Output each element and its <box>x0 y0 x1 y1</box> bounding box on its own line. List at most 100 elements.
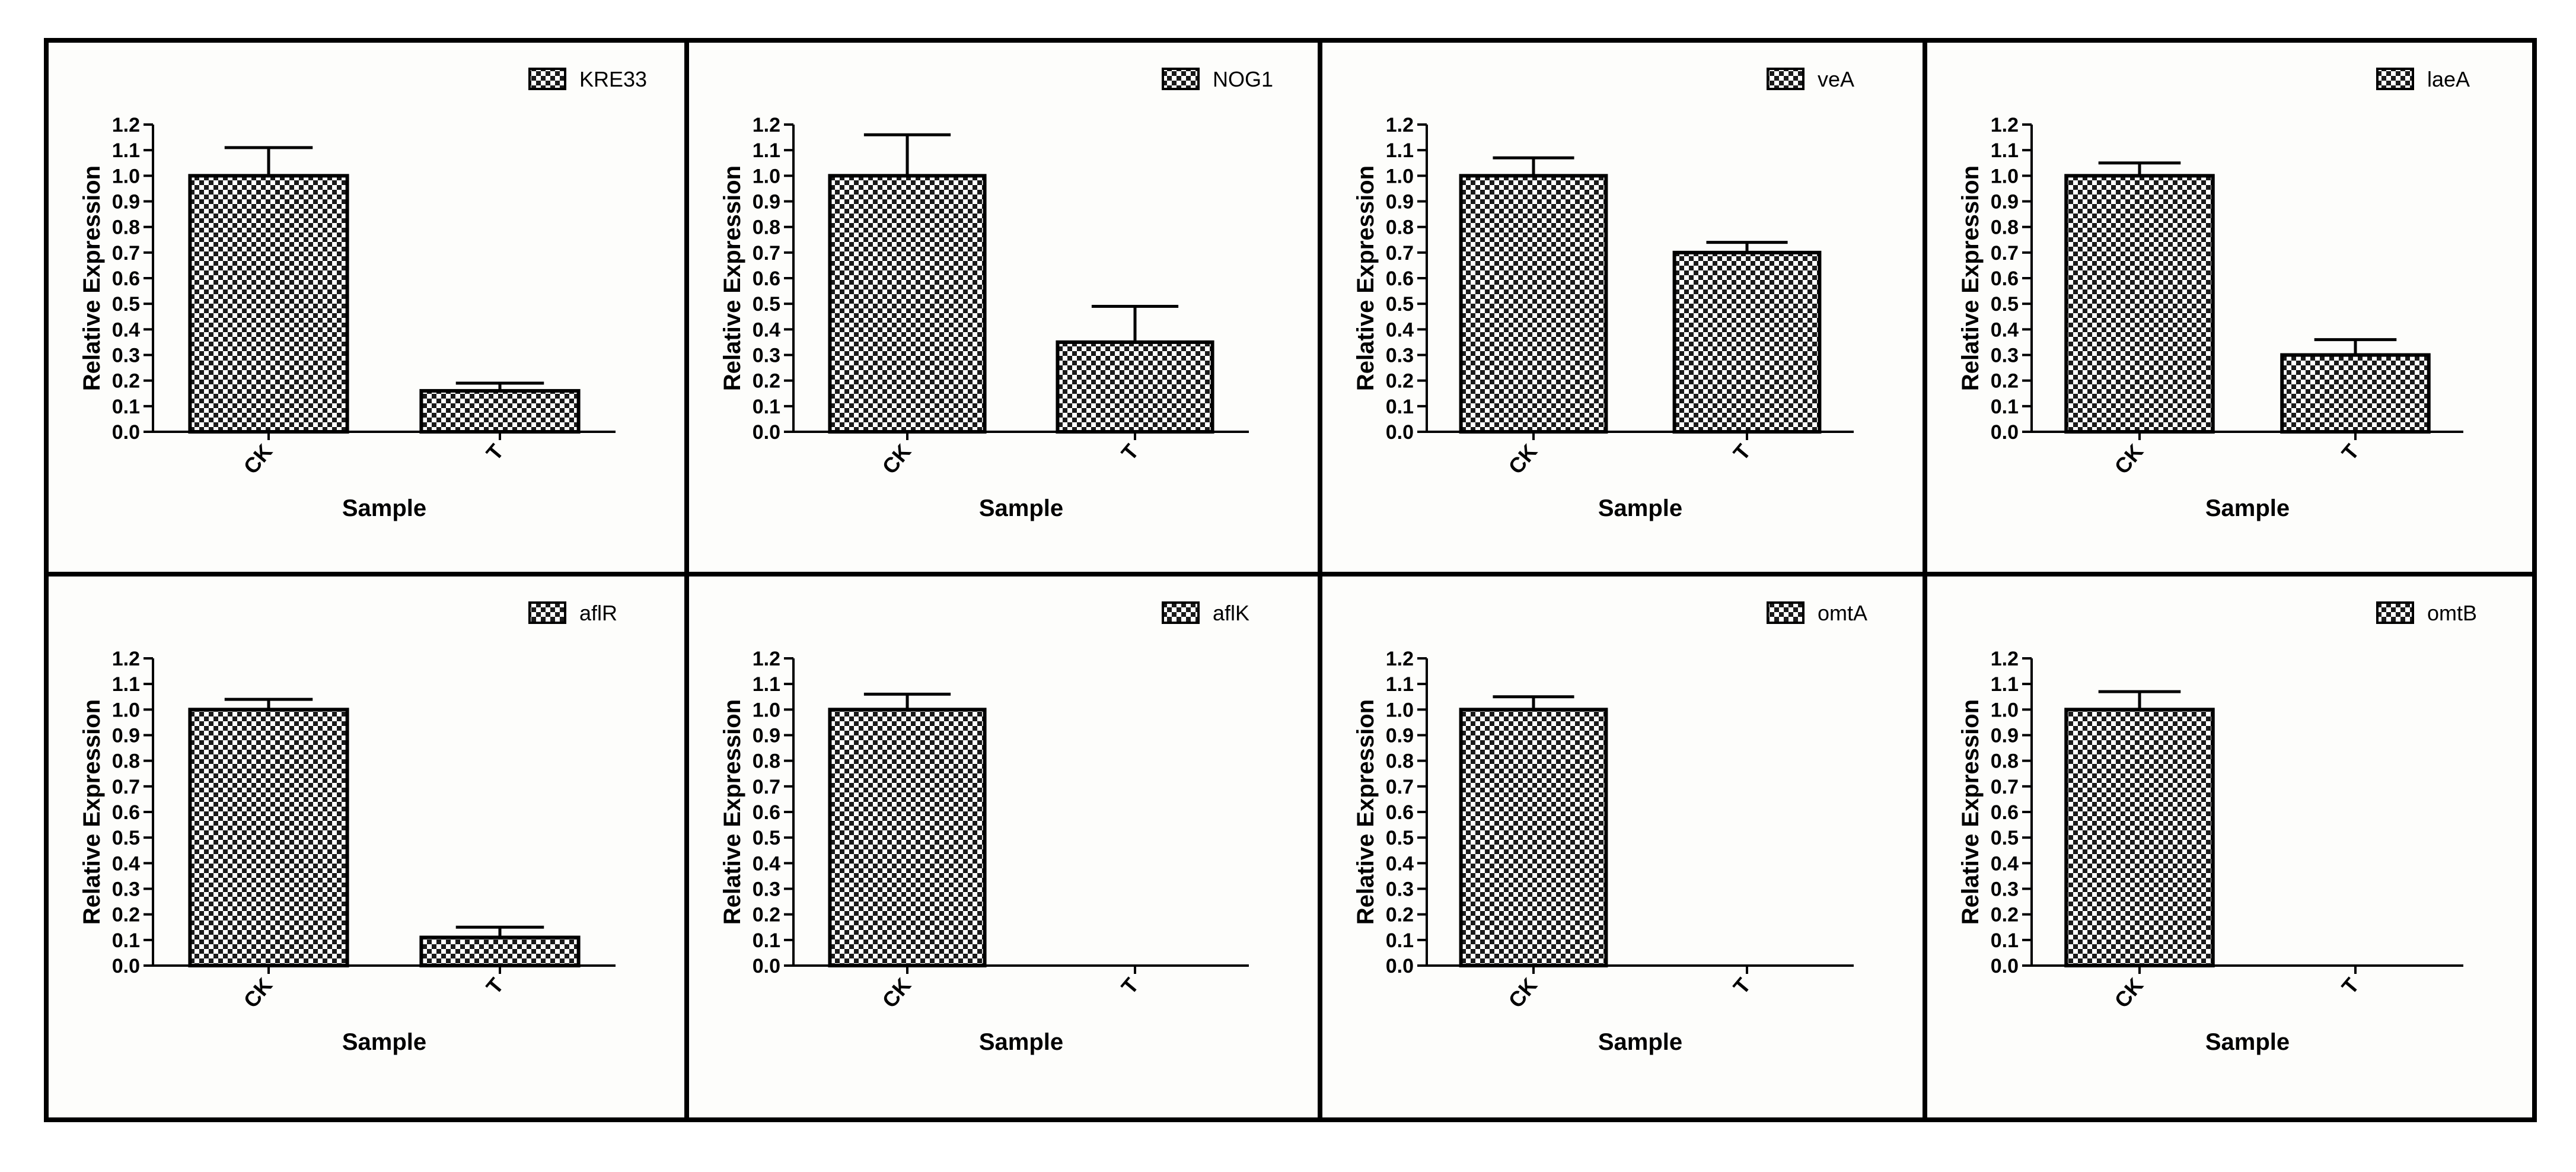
y-tick-label: 1.1 <box>1991 673 2019 696</box>
y-tick-label: 0.5 <box>112 293 140 316</box>
legend-swatch <box>1162 68 1200 90</box>
y-tick-label: 1.0 <box>112 165 140 187</box>
y-tick-label: 0.0 <box>753 955 780 977</box>
y-tick-label: 0.7 <box>112 242 140 265</box>
y-tick-label: 0.6 <box>1991 801 2019 824</box>
y-tick-label: 1.2 <box>112 114 140 136</box>
y-tick-label: 0.8 <box>753 216 780 239</box>
y-axis-title: Relative Expression <box>1353 165 1379 391</box>
y-tick-label: 0.8 <box>1991 750 2019 773</box>
bar-CK <box>828 174 987 434</box>
panel-frame <box>44 38 689 577</box>
y-tick-label: 0.1 <box>112 929 140 952</box>
y-tick-label: 0.2 <box>112 904 140 926</box>
y-axis-title: Relative Expression <box>719 165 745 391</box>
y-tick-label: 0.7 <box>1991 776 2019 798</box>
y-tick-label: 0.2 <box>1991 904 2019 926</box>
y-tick-label: 1.1 <box>112 139 140 162</box>
y-tick-label: 1.1 <box>1386 673 1414 696</box>
chart-panel-aflK: 0.0 0.1 0.2 0.3 0.4 0.5 0.6 0.7 0.8 0.9 1.0 1.1 1.2 R… <box>684 572 1322 1122</box>
legend-swatch <box>2376 68 2414 90</box>
y-tick-label: 0.9 <box>753 725 780 747</box>
panel-frame <box>684 38 1322 577</box>
x-axis-title: Sample <box>2205 1029 2290 1055</box>
y-tick-label: 0.0 <box>1386 955 1414 977</box>
bar-CK <box>188 708 349 968</box>
y-tick-label: 0.7 <box>112 776 140 798</box>
y-tick-label: 0.8 <box>112 750 140 773</box>
y-tick-label: 0.5 <box>1991 827 2019 849</box>
chart-panel-aflR: 0.0 0.1 0.2 0.3 0.4 0.5 0.6 0.7 0.8 0.9 1.0 1.1 1.2 R… <box>44 572 689 1122</box>
legend-swatch <box>2376 601 2414 624</box>
panel-frame <box>1318 38 1927 577</box>
y-tick-label: 0.8 <box>112 216 140 239</box>
y-tick-label: 1.0 <box>1386 165 1414 187</box>
y-tick-label: 0.3 <box>753 345 780 367</box>
bar-T <box>419 935 581 968</box>
y-tick-label: 0.9 <box>1991 191 2019 214</box>
y-tick-label: 0.4 <box>112 852 140 875</box>
y-tick-label: 0.1 <box>1991 396 2019 418</box>
y-tick-label: 0.4 <box>753 852 780 875</box>
chart-panel-omtB: 0.0 0.1 0.2 0.3 0.4 0.5 0.6 0.7 0.8 0.9 1.0 1.1 1.2 R… <box>1923 572 2537 1122</box>
y-tick-label: 0.3 <box>1991 345 2019 367</box>
legend-label: omtA <box>1818 601 1867 625</box>
y-axis-title: Relative Expression <box>1957 165 1984 391</box>
y-tick-label: 1.0 <box>1991 699 2019 721</box>
bar-T <box>1672 250 1822 434</box>
y-tick-label: 0.7 <box>753 242 780 265</box>
y-tick-label: 0.7 <box>1386 776 1414 798</box>
legend-swatch <box>1767 601 1805 624</box>
y-axis-title: Relative Expression <box>79 165 105 391</box>
legend-swatch <box>1162 601 1200 624</box>
bar-T <box>419 388 581 434</box>
x-axis-title: Sample <box>2205 495 2290 521</box>
y-tick-label: 0.2 <box>112 370 140 393</box>
y-tick-label: 0.9 <box>1386 191 1414 214</box>
y-tick-label: 1.0 <box>753 165 780 187</box>
bar-T <box>2280 353 2431 434</box>
y-tick-label: 0.5 <box>1991 293 2019 316</box>
y-tick-label: 0.0 <box>112 955 140 977</box>
y-tick-label: 0.6 <box>1386 801 1414 824</box>
y-tick-label: 1.1 <box>753 139 780 162</box>
legend-label: veA <box>1818 67 1854 91</box>
y-tick-label: 1.2 <box>1386 648 1414 670</box>
bar-CK <box>1459 174 1608 434</box>
y-tick-label: 1.2 <box>1991 114 2019 136</box>
x-axis-title: Sample <box>342 495 426 521</box>
x-axis-title: Sample <box>342 1029 426 1055</box>
y-axis-title: Relative Expression <box>79 699 105 925</box>
y-axis-title: Relative Expression <box>1957 699 1984 925</box>
legend-label: KRE33 <box>579 67 647 91</box>
y-tick-label: 0.3 <box>1386 345 1414 367</box>
y-tick-label: 1.2 <box>1991 648 2019 670</box>
y-axis-title: Relative Expression <box>1353 699 1379 925</box>
y-tick-label: 1.1 <box>1991 139 2019 162</box>
y-tick-label: 0.2 <box>1386 904 1414 926</box>
y-tick-label: 0.6 <box>112 801 140 824</box>
y-tick-label: 0.2 <box>1386 370 1414 393</box>
legend-label: omtB <box>2427 601 2477 625</box>
y-tick-label: 0.1 <box>1386 929 1414 952</box>
y-tick-label: 0.3 <box>753 878 780 901</box>
bar-CK <box>828 708 987 968</box>
y-tick-label: 0.5 <box>112 827 140 849</box>
legend-swatch <box>528 68 566 90</box>
panel-frame <box>1923 572 2537 1122</box>
y-tick-label: 1.1 <box>753 673 780 696</box>
y-tick-label: 1.2 <box>112 648 140 670</box>
y-tick-label: 0.8 <box>1386 750 1414 773</box>
y-tick-label: 0.4 <box>753 319 780 341</box>
y-tick-label: 0.9 <box>753 191 780 214</box>
y-tick-label: 0.8 <box>1991 216 2019 239</box>
panel-frame <box>1923 38 2537 577</box>
chart-panel-NOG1: 0.0 0.1 0.2 0.3 0.4 0.5 0.60.7 0.80.9 1.0 1.1 1.2 R… <box>684 38 1322 577</box>
x-axis-title: Sample <box>979 495 1063 521</box>
x-axis-title: Sample <box>1598 1029 1682 1055</box>
y-tick-label: 0.5 <box>753 293 780 316</box>
y-tick-label: 0.5 <box>1386 827 1414 849</box>
chart-panel-omtA: 0.0 0.1 0.2 0.3 0.4 0.5 0.6 0.7 0.8 0.9 1.0 1.1 1.2 R… <box>1318 572 1927 1122</box>
x-axis-title: Sample <box>1598 495 1682 521</box>
